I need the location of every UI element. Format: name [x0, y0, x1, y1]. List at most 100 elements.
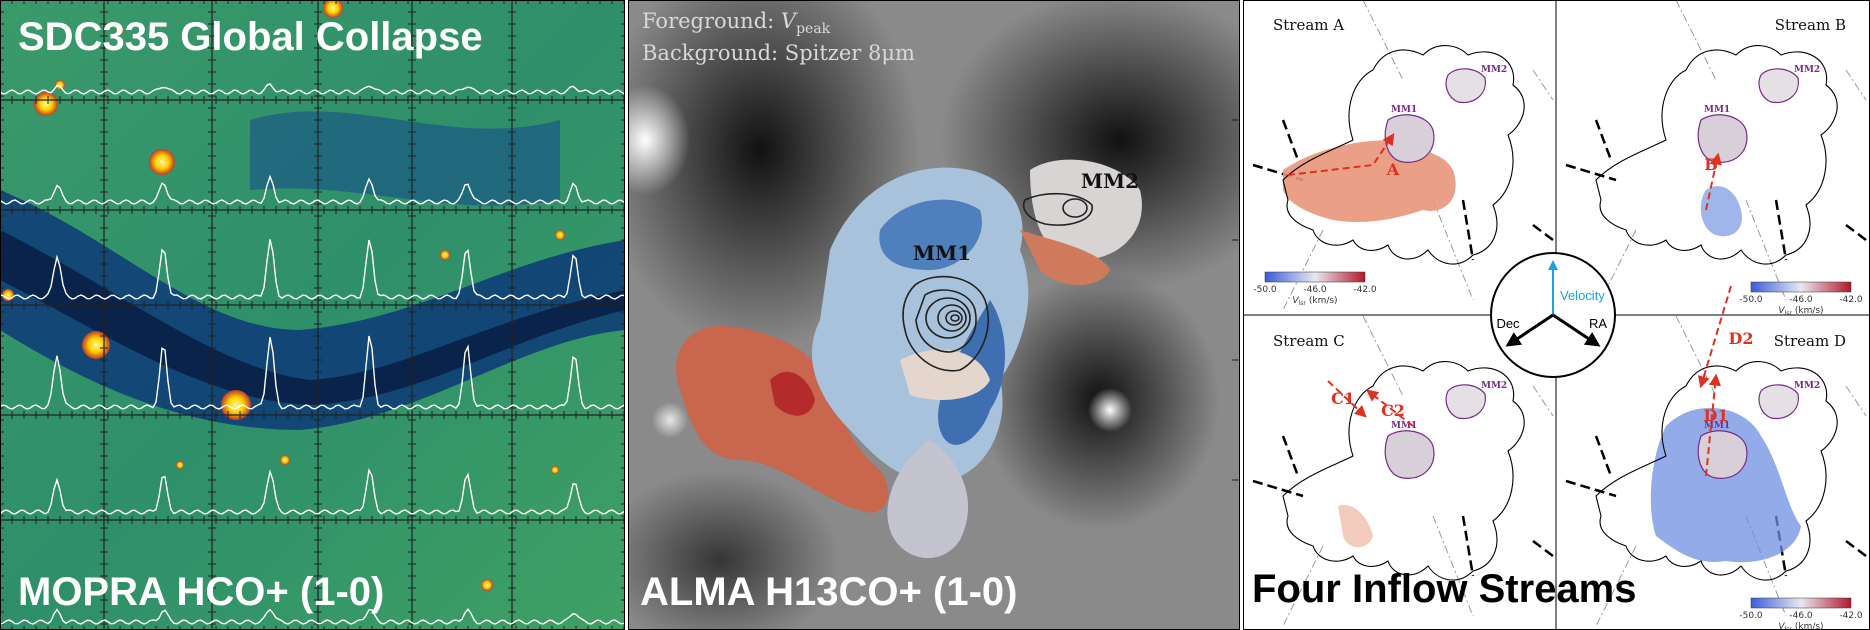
redshift-patch	[1020, 230, 1110, 285]
stream-arrow	[1705, 152, 1722, 211]
bright-source	[628, 85, 690, 195]
mm1-core	[1384, 114, 1435, 163]
panel-caption: MOPRA HCO+ (1-0)	[18, 570, 384, 614]
filament-line	[1282, 229, 1324, 311]
black-dashed-line	[1252, 435, 1554, 577]
colorbar-tick: -50.0	[1253, 285, 1277, 295]
symbol: V	[1292, 296, 1299, 306]
compass-label: RA	[1589, 316, 1607, 331]
colorbar-tick: -42.0	[1353, 285, 1377, 295]
infrared-source	[551, 466, 559, 474]
filament-line	[1595, 229, 1637, 311]
cloud-outline	[1595, 45, 1838, 265]
core-label: MM2	[1481, 381, 1507, 391]
dark-region	[628, 470, 840, 630]
core-label: MM2	[1794, 381, 1820, 391]
velocity-patch	[1700, 186, 1742, 237]
colorbar	[1264, 271, 1366, 283]
filament-line	[1675, 0, 1717, 81]
filament-line	[1432, 199, 1474, 301]
stream-label: C1	[1331, 389, 1355, 408]
panel-caption: Four Inflow Streams	[1252, 567, 1637, 611]
filament-line	[1362, 315, 1404, 397]
black-dashed-line	[1565, 119, 1867, 261]
redshift-core	[770, 371, 815, 416]
colorbar-tick: -46.0	[1303, 285, 1327, 295]
velocity-patch	[1650, 407, 1801, 563]
stream-label: B	[1704, 155, 1718, 174]
subscript: lsr	[1299, 300, 1307, 307]
core-label: MM1	[1391, 421, 1417, 431]
core-label: MM2	[1081, 169, 1139, 193]
stream-title: Stream B	[1775, 16, 1846, 34]
unit: (km/s)	[1795, 306, 1824, 316]
alma-panel: MM1 MM2 Foreground: Vpeak Background: Sp…	[628, 0, 1240, 630]
spectrum	[0, 174, 625, 205]
stream-arrow	[1698, 285, 1732, 389]
symbol: V	[1778, 622, 1785, 630]
stream-title: Stream D	[1774, 332, 1846, 350]
spectrum	[0, 335, 625, 410]
stream-label: A	[1386, 160, 1400, 179]
filament-line	[1595, 545, 1637, 627]
colorbar-tick: -50.0	[1739, 295, 1763, 305]
filament-line	[1845, 385, 1867, 417]
colorbar-tick: -50.0	[1739, 611, 1763, 621]
contours	[902, 192, 1093, 372]
spectrum	[0, 608, 625, 625]
stream-arrow	[1287, 133, 1395, 176]
neutral-patch	[887, 440, 969, 559]
infrared-source	[323, 0, 343, 18]
filament-line	[1282, 545, 1324, 627]
spectrum	[0, 83, 625, 95]
stars	[2, 0, 565, 591]
colorbar-tick: -42.0	[1839, 295, 1863, 305]
unit: (km/s)	[1309, 296, 1338, 306]
cloud-outline	[1595, 361, 1838, 581]
note-symbol: V	[781, 9, 798, 33]
mm1-core	[1697, 114, 1748, 163]
infrared-source	[440, 250, 450, 260]
core-label: MM1	[1704, 105, 1730, 115]
colorbar-label: Vlsr (km/s)	[1778, 622, 1823, 630]
filament-line	[1675, 315, 1717, 397]
black-dashed-line	[1565, 435, 1867, 577]
spectrum	[0, 239, 625, 300]
note-text: Foreground:	[642, 9, 781, 33]
infrared-source	[176, 461, 184, 469]
unit: (km/s)	[1795, 622, 1824, 630]
stream-quadrant: MM1 MM2 C1 C2 Stream C	[1252, 315, 1554, 627]
filament-line	[1432, 515, 1474, 617]
colorbar-label: Vlsr (km/s)	[1292, 296, 1337, 307]
infrared-source	[280, 455, 290, 465]
mm2-core	[1445, 68, 1486, 104]
colorbar-tick: -42.0	[1839, 611, 1863, 621]
infrared-source	[555, 230, 565, 240]
mm1-core	[1697, 430, 1748, 479]
stream-label: D2	[1728, 329, 1753, 348]
core-label: MM2	[1481, 65, 1507, 75]
bright-source	[1088, 388, 1132, 432]
black-dashed-line	[1252, 119, 1554, 261]
spectrum	[0, 468, 625, 515]
blueshift-core	[879, 199, 982, 270]
panel-title: SDC335 Global Collapse	[18, 15, 483, 59]
dark-lane	[0, 190, 625, 430]
filament-line	[1532, 385, 1554, 417]
neutral-patch	[900, 349, 990, 400]
cloud-outline	[1282, 361, 1525, 581]
dark-lane	[250, 111, 560, 206]
subscript: lsr	[1785, 310, 1793, 317]
stream-arrow	[1705, 373, 1722, 477]
stream-arrow	[1327, 380, 1367, 418]
colorbar-label: Vlsr (km/s)	[1778, 306, 1823, 317]
panel-caption: ALMA H13CO+ (1-0)	[640, 570, 1017, 614]
colorbar	[1750, 597, 1852, 609]
filament-line	[1362, 0, 1404, 81]
cloud-outline	[1282, 45, 1525, 265]
foreground-note: Foreground: Vpeak	[642, 9, 831, 37]
mm2-core	[1445, 384, 1486, 420]
